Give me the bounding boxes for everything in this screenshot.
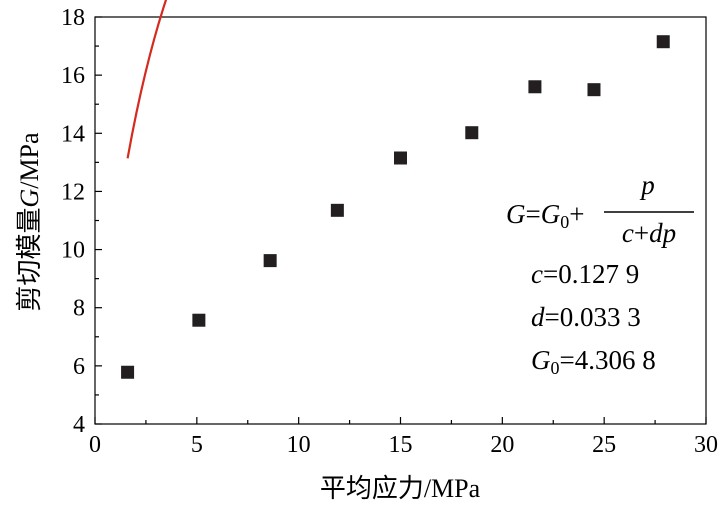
eq-den-dp: dp — [649, 218, 676, 248]
data-point — [394, 151, 407, 165]
data-points — [121, 35, 670, 379]
y-tick-label: 16 — [61, 63, 85, 89]
y-tick-label: 10 — [61, 238, 85, 264]
equation-numerator: p — [639, 170, 655, 200]
y-tick-label: 18 — [61, 5, 85, 31]
y-axis-ticks: 4 6 8 10 12 14 16 18 — [61, 5, 102, 438]
param-g0: G0=4.306 8 — [531, 345, 656, 378]
eq-den-plus: + — [634, 218, 649, 248]
equation-lhs: G=G0+ — [506, 199, 584, 232]
y-axis-title: 剪切模量G/MPa — [15, 132, 44, 312]
y-axis-title-symbol: G — [15, 189, 44, 208]
x-tick-label: 15 — [389, 432, 413, 458]
y-tick-label: 8 — [73, 296, 85, 322]
data-point — [121, 365, 135, 379]
x-axis-title: 平均应力/MPa — [320, 474, 481, 503]
param-c-value: =0.127 9 — [543, 259, 639, 289]
y-tick-label: 14 — [61, 121, 85, 147]
y-tick-label: 4 — [73, 412, 85, 438]
data-point — [528, 80, 542, 94]
param-d-symbol: d — [531, 302, 545, 332]
eq-g: G — [506, 199, 526, 229]
x-tick-label: 20 — [490, 432, 514, 458]
y-axis-title-main: 剪切模量 — [15, 208, 44, 312]
eq-den-c: c — [622, 218, 634, 248]
x-axis-ticks: 0 5 10 15 20 25 30 — [89, 417, 718, 458]
eq-plus: + — [569, 199, 584, 229]
fit-curve — [126, 0, 168, 159]
x-tick-label: 25 — [592, 432, 616, 458]
eq-g0-sub: 0 — [560, 212, 569, 232]
data-point — [330, 203, 344, 217]
x-tick-label: 10 — [287, 432, 311, 458]
param-d: d=0.033 3 — [531, 302, 641, 332]
param-c-symbol: c — [531, 259, 543, 289]
x-tick-label: 0 — [89, 432, 101, 458]
equation-denominator: c+dp — [622, 218, 676, 248]
param-g0-value: =4.306 8 — [560, 345, 656, 375]
param-c: c=0.127 9 — [531, 259, 639, 289]
data-point — [587, 83, 601, 97]
param-g0-symbol: G — [531, 345, 551, 375]
eq-g0: G — [541, 199, 561, 229]
equation-annotation: G=G0+ p c+dp c=0.127 9 d=0.033 3 G0=4.30… — [506, 170, 694, 378]
eq-equals: = — [526, 199, 541, 229]
data-point — [656, 35, 670, 49]
y-tick-label: 12 — [61, 179, 85, 205]
param-d-value: =0.033 3 — [545, 302, 641, 332]
x-tick-label: 5 — [191, 432, 203, 458]
y-tick-label: 6 — [73, 354, 85, 380]
param-g0-sub: 0 — [551, 358, 560, 378]
data-point — [192, 313, 206, 327]
data-point — [263, 254, 277, 268]
data-point — [465, 126, 479, 140]
y-axis-title-unit: /MPa — [15, 132, 44, 189]
x-tick-label: 30 — [694, 432, 718, 458]
